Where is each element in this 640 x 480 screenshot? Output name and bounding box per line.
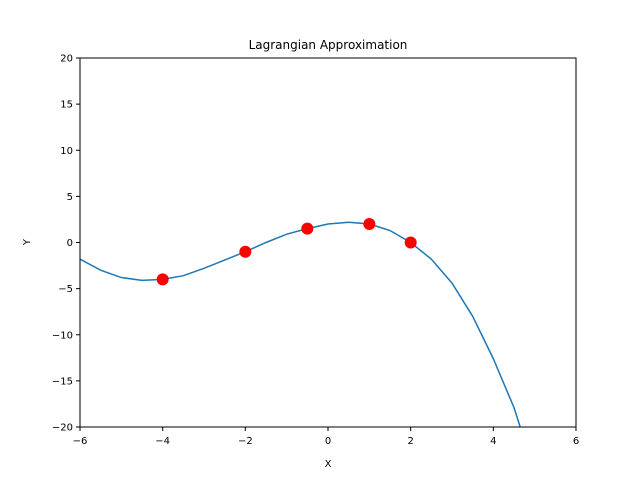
- x-tick-label: −4: [155, 436, 170, 447]
- y-axis-ticks: −20 −15 −10 −5 0 5 10 15 20: [52, 54, 80, 434]
- x-tick-label: 6: [573, 436, 579, 447]
- data-point: [239, 245, 252, 258]
- x-tick-label: 4: [490, 436, 496, 447]
- chart-title: Lagrangian Approximation: [249, 38, 408, 52]
- data-point: [363, 218, 376, 231]
- y-tick-label: 20: [60, 54, 73, 65]
- data-point: [156, 273, 169, 286]
- y-axis-label: Y: [22, 238, 33, 246]
- y-tick-label: 10: [60, 146, 73, 157]
- y-tick-label: 5: [67, 192, 73, 203]
- data-point: [404, 236, 417, 249]
- x-axis-ticks: −6 −4 −2 0 2 4 6: [73, 427, 579, 447]
- y-tick-label: 15: [60, 100, 73, 111]
- plot-frame: [79, 57, 577, 428]
- x-tick-label: 0: [325, 436, 331, 447]
- x-axis-label: X: [325, 459, 332, 470]
- y-tick-label: −10: [52, 330, 73, 341]
- data-points: [156, 218, 417, 286]
- plot-area: [80, 218, 521, 427]
- x-tick-label: −2: [238, 436, 253, 447]
- approximation-curve: [80, 221, 521, 427]
- y-tick-label: −5: [58, 284, 73, 295]
- x-tick-label: 2: [407, 436, 413, 447]
- x-tick-label: −6: [73, 436, 88, 447]
- y-tick-label: −15: [52, 376, 73, 387]
- y-tick-label: −20: [52, 423, 73, 434]
- y-tick-label: 0: [67, 238, 73, 249]
- data-point: [301, 222, 314, 235]
